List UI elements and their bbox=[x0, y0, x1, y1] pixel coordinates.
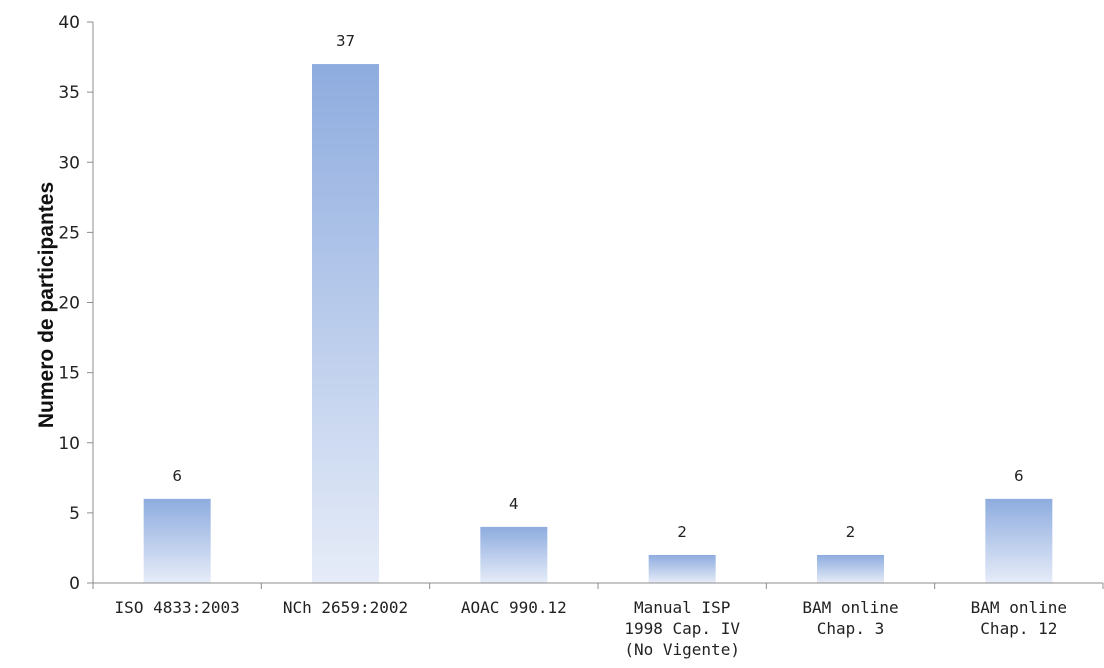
x-category-label: BAM online bbox=[971, 598, 1067, 617]
y-tick-label: 10 bbox=[58, 434, 80, 454]
bar-data-label: 37 bbox=[336, 32, 355, 50]
bar bbox=[985, 498, 1053, 583]
bar bbox=[312, 64, 379, 583]
bar bbox=[648, 554, 716, 583]
y-tick-label: 40 bbox=[58, 13, 80, 33]
y-axis-title: Numero de participantes bbox=[35, 182, 58, 428]
x-axis: ISO 4833:2003 NCh 2659:2002 AOAC 990.12 Man… bbox=[92, 582, 1104, 659]
x-category-label: NCh 2659:2002 bbox=[283, 598, 408, 617]
y-tick-label: 25 bbox=[58, 223, 80, 243]
x-category-label: 1998 Cap. IV bbox=[624, 619, 740, 638]
bar-data-label: 4 bbox=[509, 495, 519, 513]
y-tick-label: 15 bbox=[58, 364, 80, 384]
y-tick-label: 0 bbox=[69, 574, 80, 594]
y-tick-label: 5 bbox=[69, 504, 80, 524]
bar-data-label: 6 bbox=[1014, 467, 1024, 485]
bar-data-label: 6 bbox=[172, 467, 182, 485]
x-category-label: Chap. 12 bbox=[980, 619, 1057, 638]
x-category-label: (No Vigente) bbox=[624, 640, 740, 659]
bar-data-label: 2 bbox=[846, 523, 856, 541]
bar bbox=[817, 554, 884, 583]
x-category-label: ISO 4833:2003 bbox=[115, 598, 240, 617]
x-category-label: Manual ISP bbox=[634, 598, 730, 617]
x-category-label: BAM online bbox=[802, 598, 898, 617]
y-tick-label: 30 bbox=[58, 153, 80, 173]
bars-group: 6 37 4 2 2 6 bbox=[143, 32, 1053, 583]
y-axis: 0 5 10 15 20 25 30 35 40 bbox=[58, 13, 94, 594]
y-tick-label: 35 bbox=[58, 83, 80, 103]
bar bbox=[480, 526, 548, 583]
x-category-label: AOAC 990.12 bbox=[461, 598, 567, 617]
x-category-label: Chap. 3 bbox=[817, 619, 884, 638]
bar-data-label: 2 bbox=[677, 523, 687, 541]
bar bbox=[143, 498, 211, 583]
y-tick-label: 20 bbox=[58, 294, 80, 314]
